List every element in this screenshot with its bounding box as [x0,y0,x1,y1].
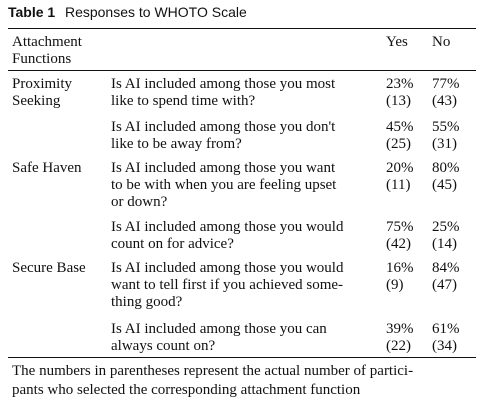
function-label-line: Safe Haven [12,160,82,176]
header-function-line2: Functions [12,51,72,67]
yes-percent: 45% [386,119,414,135]
no-count: (45) [432,177,457,193]
question-line: want to tell first if you achieved some- [111,277,344,293]
bottom-rule [8,357,476,358]
header-function-line1: Attachment [12,34,82,50]
yes-percent: 20% [386,160,414,176]
question-line: or down? [111,194,168,210]
function-label-line: Secure Base [12,260,86,276]
yes-percent: 16% [386,260,414,276]
no-percent: 61% [432,321,460,337]
question-line: Is AI included among those you would [111,219,344,235]
yes-count: (22) [386,338,411,354]
question-line: Is AI included among those you would [111,260,344,276]
yes-count: (9) [386,277,404,293]
no-count: (43) [432,93,457,109]
question-line: like to be away from? [111,136,242,152]
no-count: (31) [432,136,457,152]
function-label-line: Seeking [12,93,61,109]
no-percent: 77% [432,76,460,92]
table-caption: Table 1 Responses to WHOTO Scale [8,4,247,22]
question-line: Is AI included among those you most [111,76,336,92]
question-line: Is AI included among those you don't [111,119,336,135]
yes-count: (42) [386,236,411,252]
table-title: Responses to WHOTO Scale [64,4,247,20]
header-no: No [432,34,451,50]
table-footnote-line: pants who selected the corresponding att… [12,382,361,398]
function-label-line: Proximity [12,76,73,92]
yes-count: (25) [386,136,411,152]
table-footnote-line: The numbers in parentheses represent the… [12,363,414,379]
no-percent: 80% [432,160,460,176]
question-line: Is AI included among those you can [111,321,327,337]
no-count: (34) [432,338,457,354]
no-percent: 25% [432,219,460,235]
question-line: to be with when you are feeling upset [111,177,337,193]
yes-percent: 39% [386,321,414,337]
header-yes: Yes [386,34,408,50]
no-percent: 55% [432,119,460,135]
top-rule [8,28,476,29]
no-percent: 84% [432,260,460,276]
yes-count: (13) [386,93,411,109]
yes-percent: 23% [386,76,414,92]
question-line: thing good? [111,294,183,310]
question-line: Is AI included among those you want [111,160,336,176]
question-line: always count on? [111,338,216,354]
yes-count: (11) [386,177,411,193]
no-count: (47) [432,277,457,293]
question-line: like to spend time with? [111,93,256,109]
header-rule [8,70,476,71]
no-count: (14) [432,236,457,252]
table-number: Table 1 [8,4,56,20]
yes-percent: 75% [386,219,414,235]
question-line: count on for advice? [111,236,234,252]
